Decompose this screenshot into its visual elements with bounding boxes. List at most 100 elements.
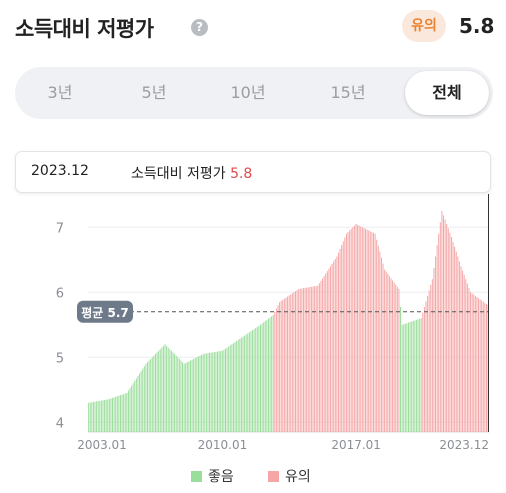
chart-grid <box>88 226 489 433</box>
tab-3y[interactable]: 3년 <box>47 83 73 102</box>
bar <box>404 323 406 432</box>
bar <box>345 233 347 432</box>
tab-5y[interactable]: 5년 <box>141 83 167 102</box>
bar <box>398 289 400 432</box>
bar <box>358 225 360 432</box>
bar <box>433 267 435 432</box>
bar <box>392 280 394 432</box>
bar <box>104 400 106 432</box>
bar <box>344 237 346 432</box>
bar <box>205 353 207 432</box>
tab-15y[interactable]: 15년 <box>330 83 366 102</box>
valuation-chart[interactable]: 4 5 6 7 2003.01 2010.01 2017.01 2023.12 평균 5.7 <box>0 190 506 460</box>
bar <box>304 287 306 432</box>
bar <box>158 350 160 432</box>
bar <box>288 295 290 432</box>
bar <box>153 355 155 432</box>
bar <box>142 368 144 432</box>
bar <box>439 222 441 432</box>
bar <box>323 276 325 432</box>
bar <box>422 312 424 432</box>
bar <box>260 324 261 432</box>
bar <box>274 311 276 432</box>
bar <box>452 241 454 432</box>
bar <box>355 224 357 432</box>
bar <box>197 356 199 432</box>
bar <box>199 355 201 432</box>
bar <box>137 375 139 432</box>
legend-item-good: 좋음 <box>191 467 234 487</box>
bar <box>162 345 164 432</box>
tab-all[interactable]: 전체 <box>405 71 489 115</box>
chart-tooltip: 2023.12 소득대비 저평가 5.8 <box>15 151 491 193</box>
bar <box>255 328 257 432</box>
bar <box>271 316 273 432</box>
x-tick-label: 2017.01 <box>331 438 381 452</box>
bar <box>126 393 128 432</box>
bar <box>212 352 214 432</box>
bar <box>347 232 349 432</box>
bar <box>174 354 176 432</box>
bar <box>390 278 392 432</box>
bar <box>256 326 258 432</box>
bar <box>112 397 114 432</box>
bar <box>350 228 352 432</box>
bar <box>318 283 320 432</box>
bar <box>277 305 279 432</box>
bar <box>196 357 198 432</box>
bar <box>135 378 137 432</box>
x-tick-label: 2010.01 <box>198 438 248 452</box>
bar <box>285 297 287 432</box>
bar <box>110 398 112 432</box>
bar <box>218 351 220 432</box>
bar <box>269 317 271 432</box>
status-badge: 유의 <box>402 10 446 42</box>
bar <box>88 402 90 432</box>
bar <box>180 360 182 432</box>
bar <box>295 291 297 432</box>
bar <box>169 349 171 432</box>
bar <box>363 228 365 432</box>
bar <box>134 380 136 432</box>
bar <box>204 353 206 432</box>
bar <box>296 290 298 432</box>
bar <box>228 346 230 432</box>
y-tick-label-7: 7 <box>56 221 64 236</box>
y-tick-label-5: 5 <box>56 351 64 366</box>
bar <box>105 399 107 432</box>
bar <box>272 315 274 432</box>
bar <box>213 352 215 432</box>
bar <box>248 332 250 432</box>
bar <box>312 286 314 432</box>
bar <box>119 395 121 432</box>
bar <box>326 271 328 432</box>
bar <box>366 229 368 432</box>
bar <box>239 338 241 432</box>
bar <box>317 285 319 432</box>
bar <box>299 288 301 432</box>
bar <box>145 363 147 432</box>
bar <box>444 219 446 432</box>
bar <box>123 394 125 432</box>
bar <box>151 357 153 432</box>
bar <box>209 352 211 432</box>
bar <box>189 360 191 432</box>
tab-10y[interactable]: 10년 <box>230 83 266 102</box>
bar <box>201 354 203 432</box>
bar <box>167 347 169 432</box>
bar <box>360 226 362 432</box>
bar <box>287 296 289 432</box>
bar <box>140 371 142 432</box>
page-title: 소득대비 저평가 <box>15 17 154 41</box>
bar <box>420 318 422 432</box>
bar <box>314 286 316 432</box>
bar <box>234 342 236 432</box>
bar <box>388 276 390 432</box>
bar <box>310 286 312 432</box>
legend-label-good: 좋음 <box>208 469 234 485</box>
bar <box>183 363 185 432</box>
bar <box>240 337 242 432</box>
bar <box>328 268 330 432</box>
bar <box>379 251 381 432</box>
help-icon[interactable]: ? <box>191 19 208 36</box>
